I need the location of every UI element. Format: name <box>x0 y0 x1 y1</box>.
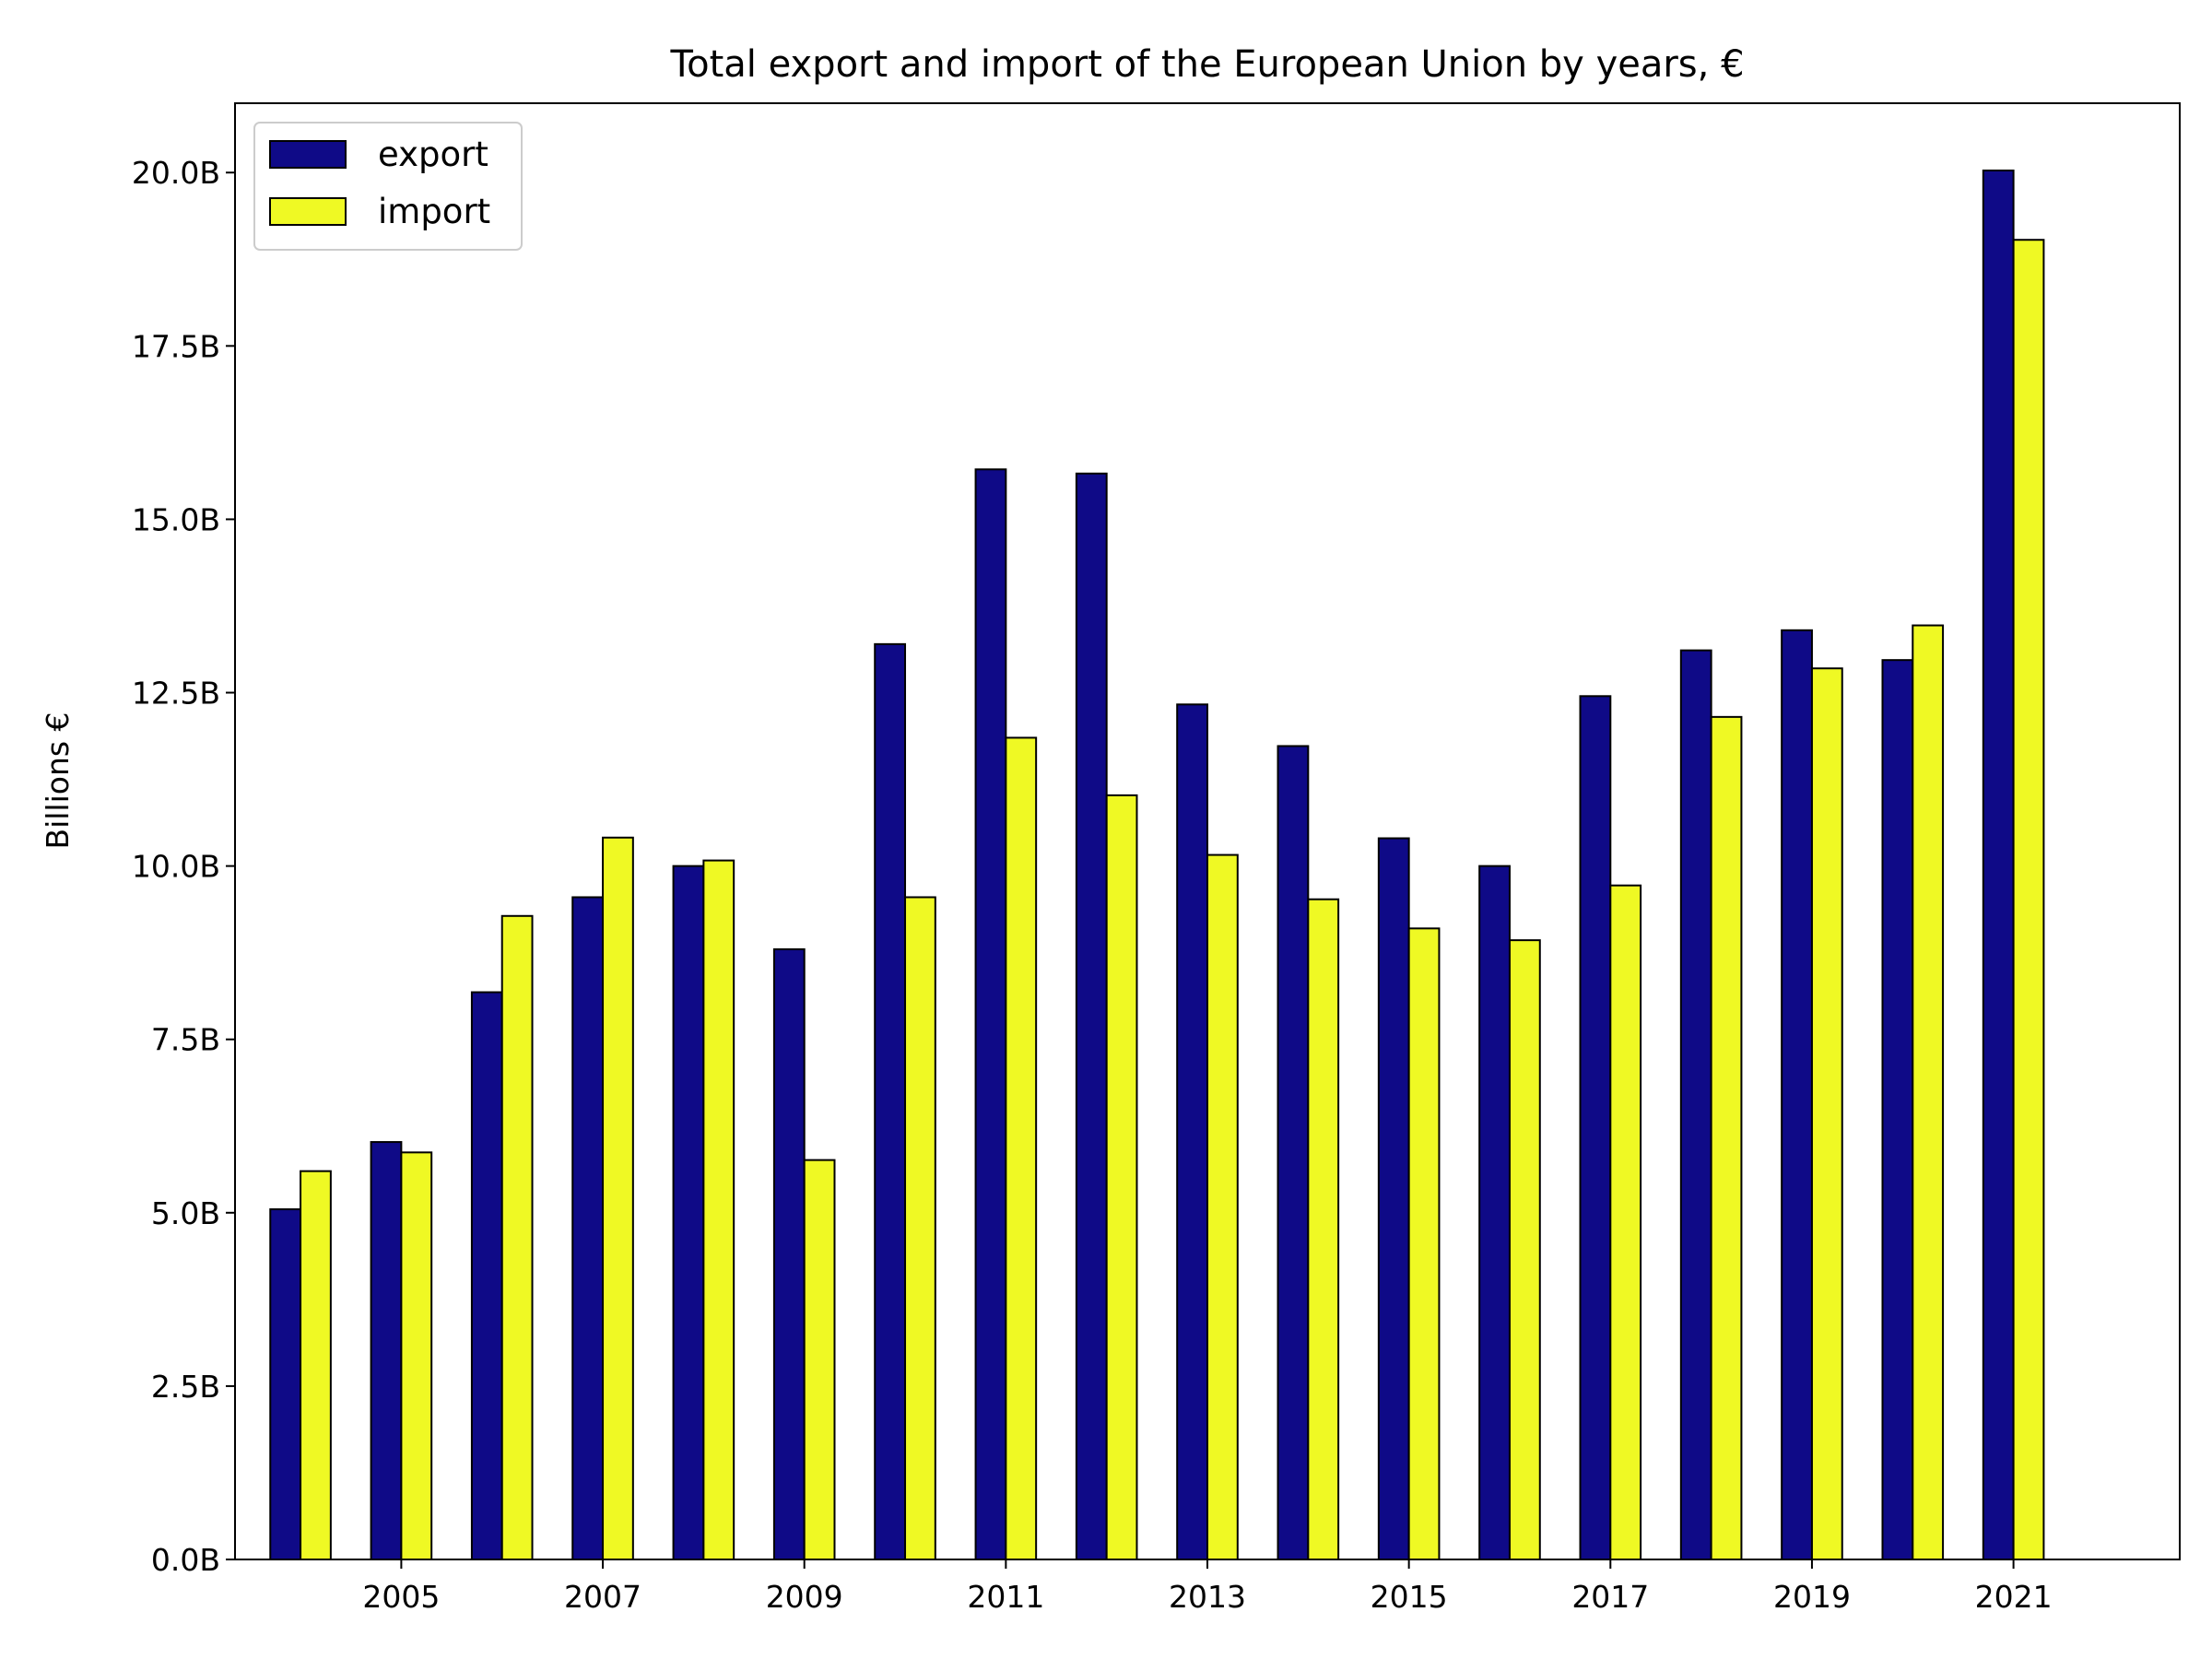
bar-export-2008 <box>672 865 705 1560</box>
bar-import-2007 <box>602 836 634 1560</box>
bar-import-2016 <box>1508 939 1541 1560</box>
bars-group <box>269 169 2045 1561</box>
bar-export-2020 <box>1881 659 1914 1560</box>
y-tick-label: 20.0B <box>132 155 220 191</box>
plot-frame <box>234 102 2181 1560</box>
bar-import-2018 <box>1710 715 1743 1560</box>
bar-import-2019 <box>1810 667 1843 1560</box>
y-tick-label: 10.0B <box>132 849 220 885</box>
bar-export-2021 <box>1982 169 2015 1561</box>
y-axis: 0.0B 2.5B 5.0B 7.5B 10.0B 12.5B 15.0B 17.5B 20.0… <box>132 155 235 1578</box>
bar-import-2004 <box>300 1170 332 1561</box>
chart-title: Total export and import of the European … <box>669 43 1744 86</box>
x-tick-label: 2005 <box>362 1579 440 1615</box>
bar-export-2004 <box>269 1208 302 1561</box>
bar-export-2012 <box>1075 472 1108 1560</box>
bar-export-2006 <box>470 991 503 1561</box>
bar-import-2015 <box>1407 927 1441 1560</box>
bar-export-2018 <box>1679 649 1712 1560</box>
bar-import-2012 <box>1105 794 1138 1560</box>
y-tick-label: 2.5B <box>151 1369 220 1405</box>
legend: export import <box>253 122 523 251</box>
x-tick-label: 2019 <box>1773 1579 1851 1615</box>
y-tick-label: 5.0B <box>151 1195 220 1231</box>
legend-swatch-export <box>269 140 347 169</box>
y-tick-label: 17.5B <box>132 328 220 364</box>
bar-export-2019 <box>1781 629 1813 1560</box>
x-tick-label: 2021 <box>1975 1579 2053 1615</box>
bar-export-2014 <box>1277 745 1310 1560</box>
bar-import-2009 <box>803 1159 836 1560</box>
bar-export-2013 <box>1176 703 1208 1560</box>
bar-import-2006 <box>500 914 534 1560</box>
bar-import-2011 <box>1005 736 1038 1560</box>
bar-import-2021 <box>2012 239 2045 1561</box>
bar-export-2016 <box>1478 865 1511 1560</box>
bar-export-2010 <box>874 642 907 1560</box>
bar-import-2013 <box>1206 853 1239 1560</box>
x-axis: 2005 2007 2009 2011 2013 2015 2017 2019 2021 <box>362 1559 2053 1615</box>
y-tick-label: 15.0B <box>132 501 220 537</box>
bar-import-2005 <box>400 1151 433 1560</box>
y-tick-label: 12.5B <box>132 676 220 712</box>
bar-export-2009 <box>772 947 806 1560</box>
x-tick-label: 2009 <box>766 1579 843 1615</box>
bar-import-2008 <box>702 859 735 1560</box>
x-tick-label: 2007 <box>564 1579 641 1615</box>
bar-export-2017 <box>1579 695 1612 1560</box>
y-tick-label: 0.0B <box>151 1542 220 1578</box>
x-tick-label: 2017 <box>1571 1579 1649 1615</box>
bar-export-2015 <box>1377 837 1410 1560</box>
x-tick-label: 2011 <box>967 1579 1044 1615</box>
y-axis-label: Billions € <box>40 712 76 849</box>
bar-export-2007 <box>571 896 605 1560</box>
x-tick-label: 2013 <box>1169 1579 1246 1615</box>
bar-import-2014 <box>1307 898 1340 1560</box>
legend-label-export: export <box>378 135 488 174</box>
bar-import-2010 <box>904 896 936 1560</box>
legend-label-import: import <box>378 192 490 231</box>
bar-import-2017 <box>1609 884 1642 1560</box>
x-tick-label: 2015 <box>1371 1579 1448 1615</box>
legend-swatch-import <box>269 197 347 226</box>
y-tick-label: 7.5B <box>151 1022 220 1058</box>
bar-import-2020 <box>1912 624 1945 1560</box>
bar-export-2011 <box>974 468 1007 1560</box>
bar-export-2005 <box>370 1141 403 1560</box>
